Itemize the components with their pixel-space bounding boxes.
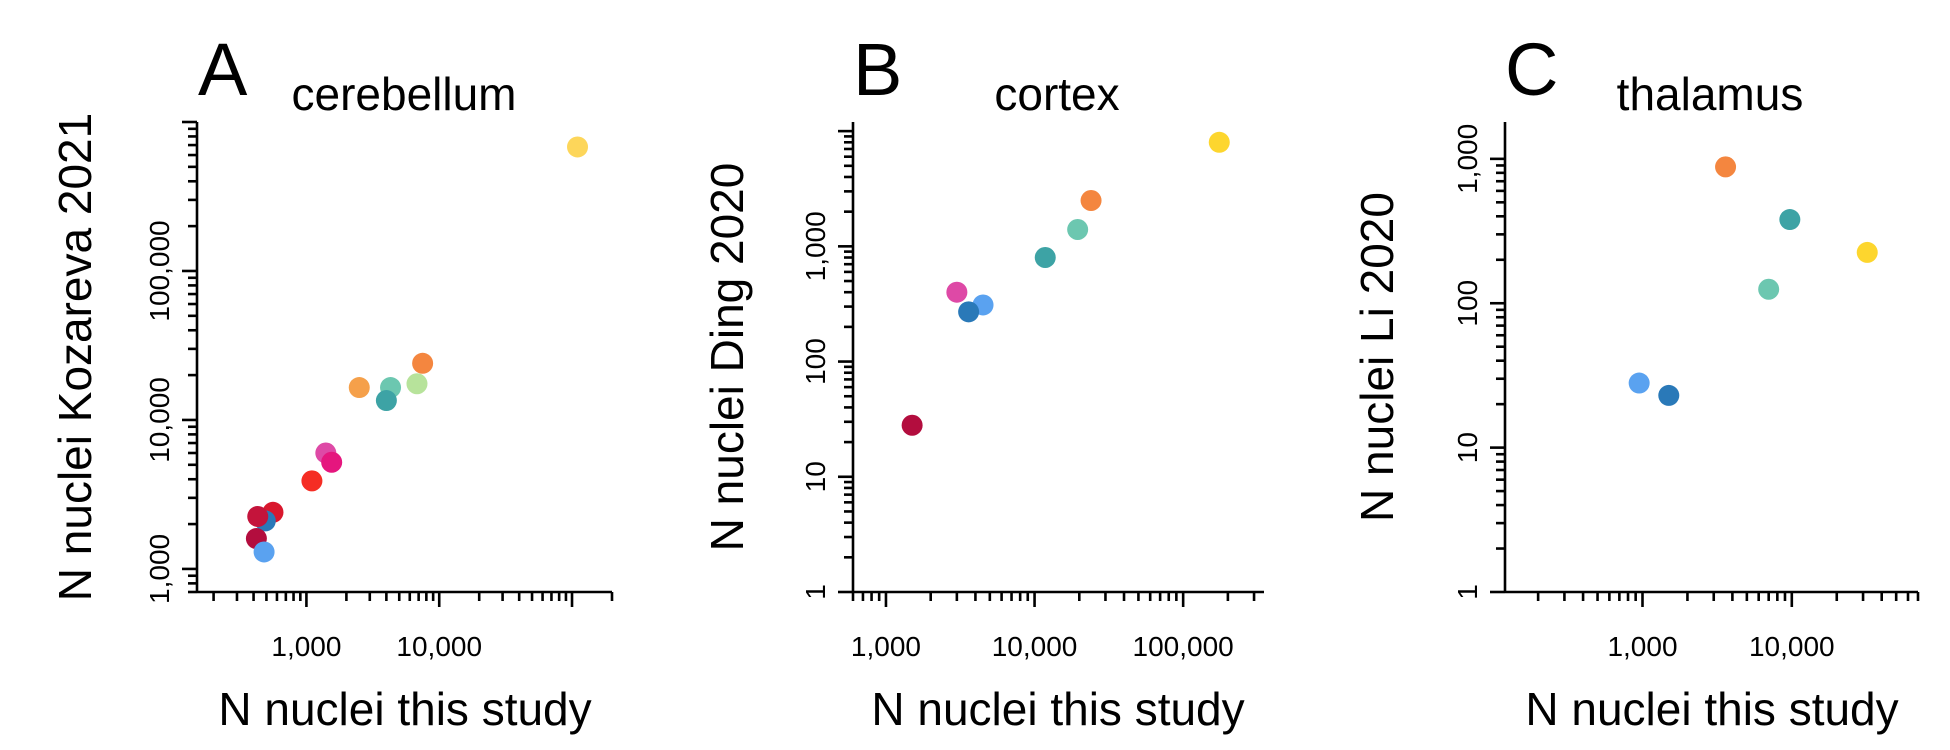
x-tick-label: 1,000 <box>271 631 341 662</box>
y-tick-label: 1,000 <box>800 211 831 281</box>
data-point <box>1208 131 1230 153</box>
data-point <box>1067 219 1089 241</box>
y-tick-label: 100 <box>1452 280 1483 327</box>
data-point <box>348 377 370 399</box>
data-point <box>321 451 343 473</box>
data-point <box>946 281 968 303</box>
data-point <box>1856 241 1878 263</box>
data-point <box>567 136 589 158</box>
data-point <box>406 373 428 395</box>
y-tick-label: 10 <box>800 461 831 492</box>
y-tick-label: 10,000 <box>144 377 175 463</box>
panel-title: cerebellum <box>292 68 517 120</box>
data-point <box>1779 209 1801 231</box>
x-axis-label: N nuclei this study <box>1525 683 1898 735</box>
x-tick-label: 10,000 <box>396 631 482 662</box>
data-point <box>1658 384 1680 406</box>
y-tick-label: 1,000 <box>144 534 175 604</box>
panel-title: cortex <box>994 68 1119 120</box>
data-point <box>901 414 923 436</box>
y-tick-label: 100,000 <box>144 220 175 321</box>
panel-letter: B <box>853 28 902 111</box>
x-tick-label: 100,000 <box>1133 631 1234 662</box>
y-tick-label: 1,000 <box>1452 124 1483 194</box>
y-axis-label: N nuclei Li 2020 <box>1351 192 1403 522</box>
panel-title: thalamus <box>1617 68 1804 120</box>
y-axis-label: N nuclei Kozareva 2021 <box>49 113 101 601</box>
data-point <box>301 470 323 492</box>
x-tick-label: 10,000 <box>1749 631 1835 662</box>
panel-letter: A <box>198 28 248 111</box>
y-tick-label: 10 <box>1452 432 1483 463</box>
data-point <box>1080 189 1102 211</box>
y-tick-label: 1 <box>800 584 831 600</box>
panel-cortex: B cortex N nuclei this study N nuclei Di… <box>701 28 1264 735</box>
panel-thalamus: C thalamus N nuclei this study N nuclei … <box>1351 28 1920 735</box>
panel-cerebellum: A cerebellum N nuclei this study N nucle… <box>49 28 614 735</box>
data-point <box>1715 156 1737 178</box>
data-point <box>958 301 980 323</box>
x-tick-label: 1,000 <box>1607 631 1677 662</box>
x-axis-label: N nuclei this study <box>218 683 591 735</box>
data-point <box>1628 372 1650 394</box>
x-tick-label: 1,000 <box>851 631 921 662</box>
data-point <box>412 352 434 374</box>
y-tick-label: 1 <box>1452 584 1483 600</box>
data-point <box>1034 247 1056 269</box>
data-point <box>375 390 397 412</box>
data-point <box>1758 278 1780 300</box>
x-axis-label: N nuclei this study <box>871 683 1244 735</box>
data-point <box>247 505 269 527</box>
y-axis-label: N nuclei Ding 2020 <box>701 163 753 552</box>
panel-letter: C <box>1505 28 1558 111</box>
y-tick-label: 100 <box>800 338 831 385</box>
data-point <box>253 541 275 563</box>
x-tick-label: 10,000 <box>992 631 1078 662</box>
